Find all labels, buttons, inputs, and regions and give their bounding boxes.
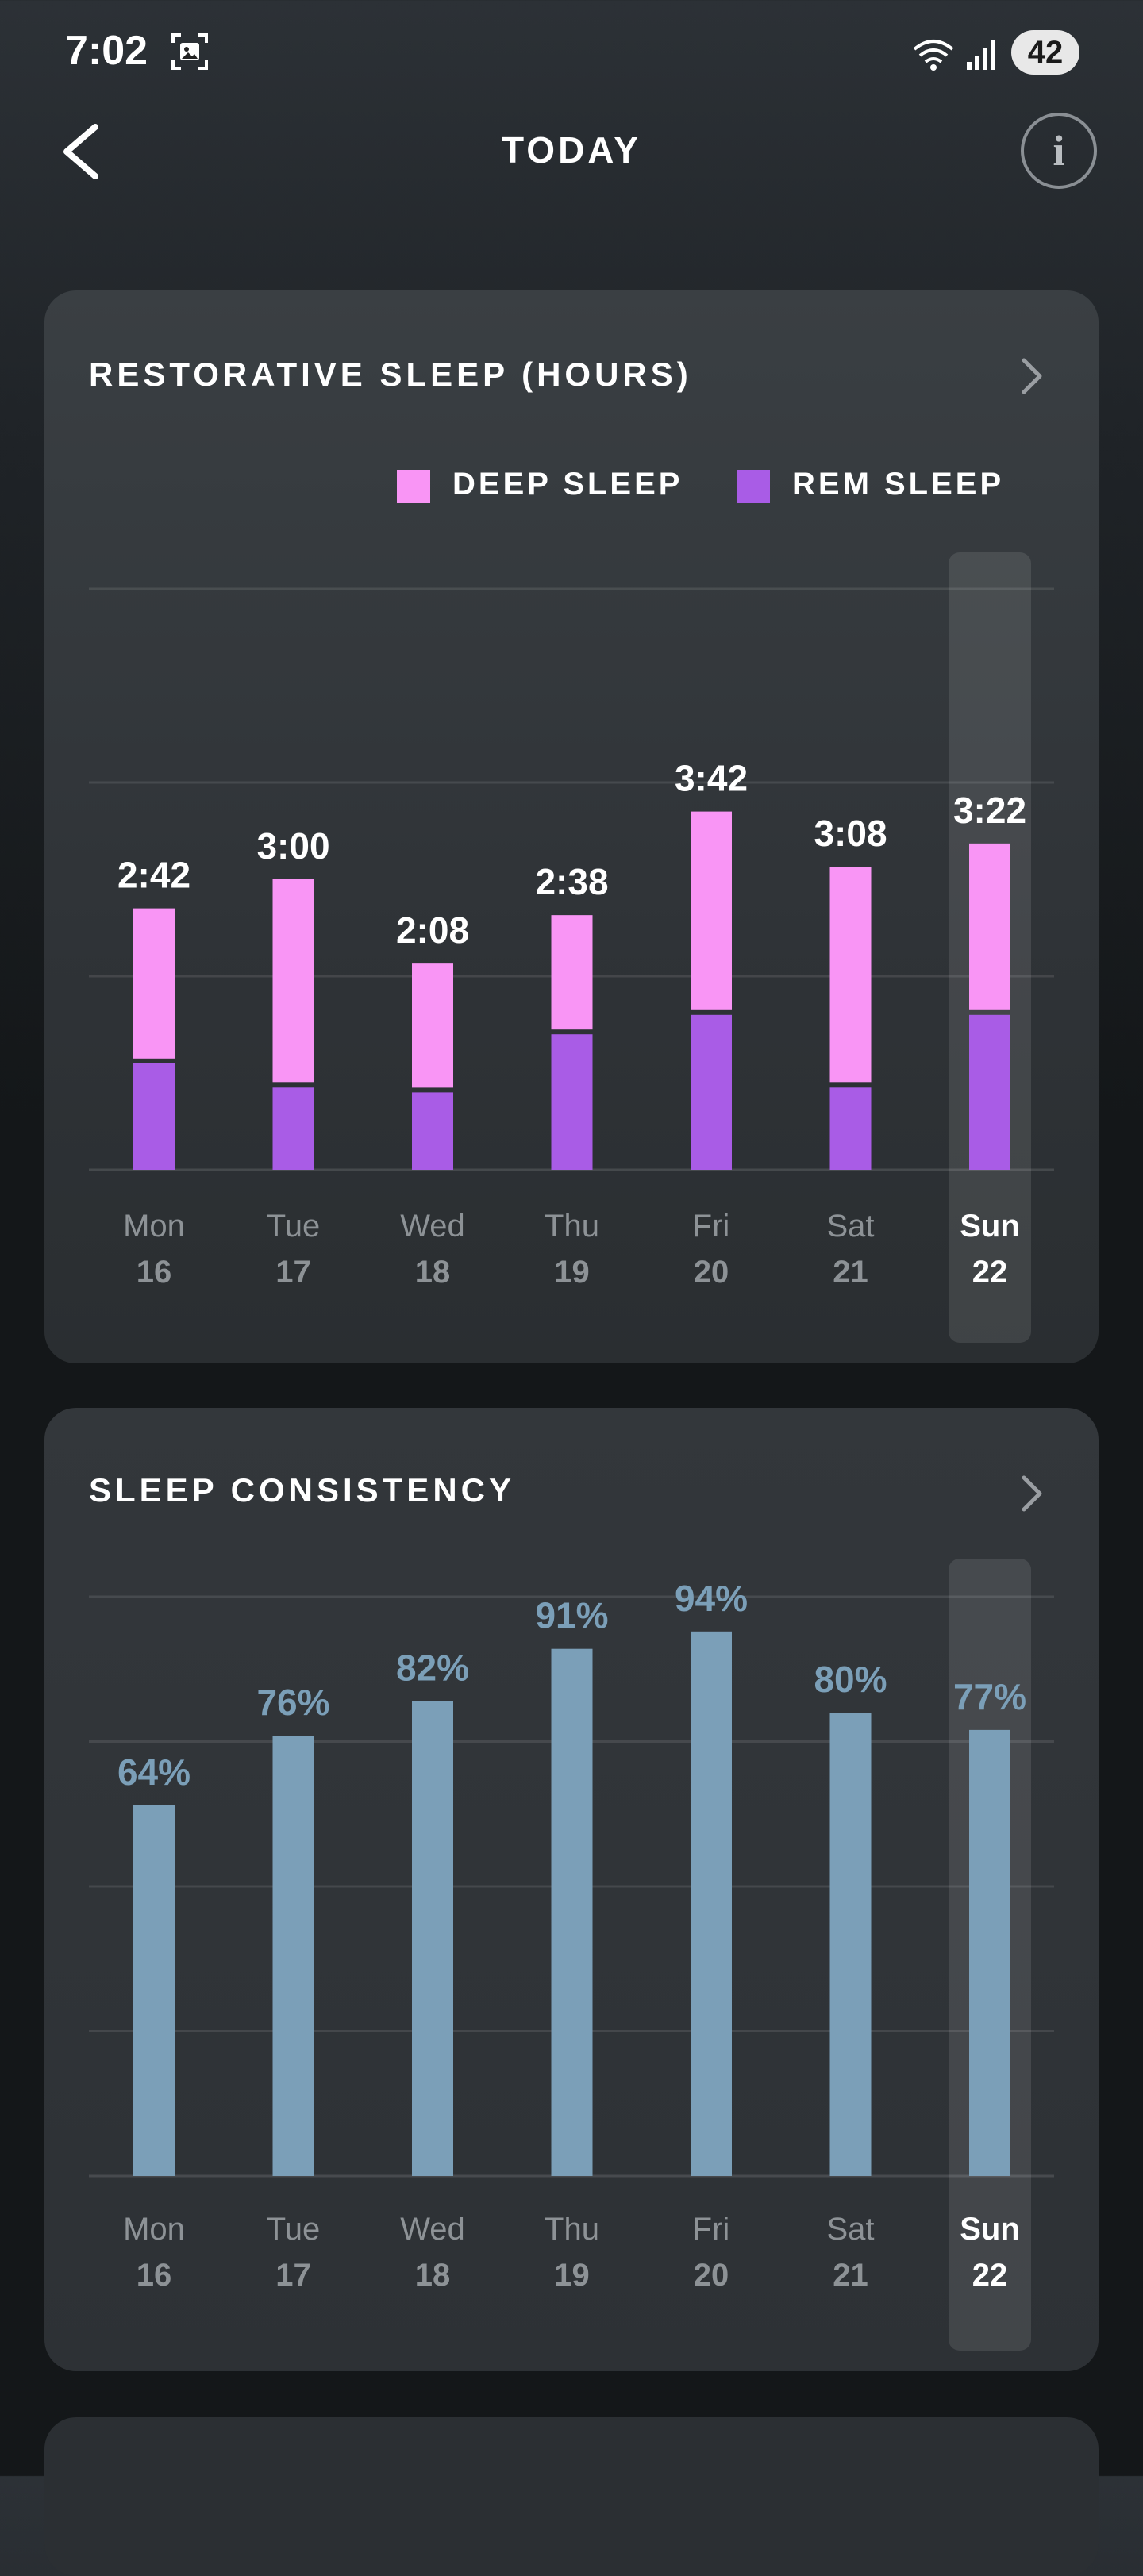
restorative-sleep-chart: 2:42 Mon 16 3:00 Tue 17 2:08 Wed 18 2:38 Thu 19 3:42… — [89, 552, 1054, 1343]
bar-segment-deep-sleep — [829, 867, 872, 1083]
restorative-sleep-card[interactable]: RESTORATIVE SLEEP (HOURS) DEEP SLEEP REM… — [44, 290, 1099, 1363]
chevron-right-icon[interactable] — [1014, 1471, 1049, 1516]
bar-total-label: 3:22 — [953, 790, 1026, 831]
bar-total-label: 2:08 — [396, 909, 469, 951]
bar-total-label: 3:08 — [814, 813, 887, 854]
status-bar: 7:02 42 — [0, 0, 1143, 111]
legend-swatch-rem-sleep — [737, 470, 770, 503]
x-tick-day-name: Wed — [400, 2212, 465, 2247]
bar-segment-rem-sleep — [412, 1092, 453, 1170]
bar-segment-deep-sleep — [133, 908, 175, 1059]
x-tick-day-number: 16 — [137, 1255, 172, 1290]
status-time: 7:02 — [65, 28, 148, 74]
x-tick-day-name: Thu — [545, 2212, 599, 2247]
bar-total-label: 3:00 — [256, 825, 329, 867]
legend-label-deep-sleep: DEEP SLEEP — [452, 467, 683, 502]
x-tick-day-name: Tue — [267, 1209, 320, 1244]
x-tick-day-name: Mon — [123, 2212, 185, 2247]
x-tick-day-number: 17 — [275, 2258, 311, 2293]
screenshot-icon — [171, 33, 208, 70]
bar-segment-deep-sleep — [551, 915, 593, 1030]
legend-label-rem-sleep: REM SLEEP — [792, 467, 1005, 502]
bar-value-label: 94% — [675, 1578, 748, 1619]
bar-value-label: 64% — [117, 1751, 190, 1793]
card-title-restorative-sleep: RESTORATIVE SLEEP (HOURS) — [89, 356, 692, 393]
x-tick-day-number: 18 — [415, 2258, 451, 2293]
x-tick-day-name: Tue — [267, 2212, 320, 2247]
bar-value-label: 80% — [814, 1659, 887, 1700]
info-icon[interactable]: i — [1021, 113, 1097, 189]
bar-value-label: 82% — [396, 1647, 469, 1688]
signal-icon — [967, 40, 995, 70]
bar-total-label: 2:42 — [117, 855, 190, 896]
bar — [412, 1701, 453, 2176]
chart-legend: DEEP SLEEP REM SLEEP — [397, 467, 1064, 506]
bar-segment-rem-sleep — [969, 1014, 1010, 1170]
x-tick-day-number: 21 — [833, 2258, 868, 2293]
bar — [551, 1648, 593, 2176]
wifi-icon — [913, 40, 954, 71]
next-card — [44, 2417, 1099, 2576]
x-tick-day-number: 19 — [554, 1255, 590, 1290]
bar-segment-deep-sleep — [412, 963, 453, 1088]
bar-total-label: 2:38 — [535, 861, 608, 902]
x-tick-day-number: 19 — [554, 2258, 590, 2293]
chevron-right-icon[interactable] — [1014, 354, 1049, 398]
bar-total-label: 3:42 — [675, 758, 748, 799]
x-tick-day-name: Mon — [123, 1209, 185, 1244]
top-app-bar: TODAY i — [0, 111, 1143, 190]
bar — [829, 1713, 872, 2176]
bar-segment-deep-sleep — [969, 843, 1010, 1010]
x-tick-day-number: 17 — [275, 1255, 311, 1290]
x-tick-day-number: 20 — [694, 1255, 729, 1290]
bar — [969, 1729, 1010, 2176]
x-tick-day-name: Sun — [960, 2212, 1020, 2247]
bar-segment-deep-sleep — [272, 879, 314, 1083]
x-tick-day-name: Sat — [826, 2212, 874, 2247]
x-tick-day-name: Sat — [826, 1209, 874, 1244]
x-tick-day-name: Thu — [545, 1209, 599, 1244]
bar-segment-rem-sleep — [133, 1063, 175, 1170]
page-title: TODAY — [502, 129, 641, 171]
bar-segment-rem-sleep — [272, 1087, 314, 1170]
bar — [133, 1805, 175, 2176]
bar-segment-rem-sleep — [691, 1014, 732, 1170]
x-tick-day-number: 21 — [833, 1255, 868, 1290]
legend-swatch-deep-sleep — [397, 470, 430, 503]
bar-segment-rem-sleep — [829, 1087, 872, 1170]
x-tick-day-name: Fri — [693, 1209, 730, 1244]
x-tick-day-name: Wed — [400, 1209, 465, 1244]
x-tick-day-number: 20 — [694, 2258, 729, 2293]
bar — [272, 1736, 314, 2176]
bar-segment-rem-sleep — [551, 1034, 593, 1170]
x-tick-day-name: Sun — [960, 1209, 1020, 1244]
bar-value-label: 91% — [535, 1595, 608, 1636]
x-tick-day-number: 22 — [972, 2258, 1008, 2293]
bar-segment-deep-sleep — [691, 811, 732, 1010]
bar — [691, 1631, 732, 2176]
bar-value-label: 77% — [953, 1676, 1026, 1717]
bar-value-label: 76% — [256, 1682, 329, 1723]
x-tick-day-number: 18 — [415, 1255, 451, 1290]
x-tick-day-number: 16 — [137, 2258, 172, 2293]
sleep-consistency-card[interactable]: SLEEP CONSISTENCY 64% Mon 16 76% Tue 17 82% Wed… — [44, 1408, 1099, 2371]
back-arrow-icon[interactable] — [49, 116, 113, 187]
x-tick-day-name: Fri — [693, 2212, 730, 2247]
sleep-consistency-chart: 64% Mon 16 76% Tue 17 82% Wed 18 91% Thu 19 94% Fri 20… — [89, 1559, 1054, 2351]
x-tick-day-number: 22 — [972, 1255, 1008, 1290]
card-title-sleep-consistency: SLEEP CONSISTENCY — [89, 1471, 515, 1509]
battery-indicator: 42 — [1011, 30, 1080, 75]
